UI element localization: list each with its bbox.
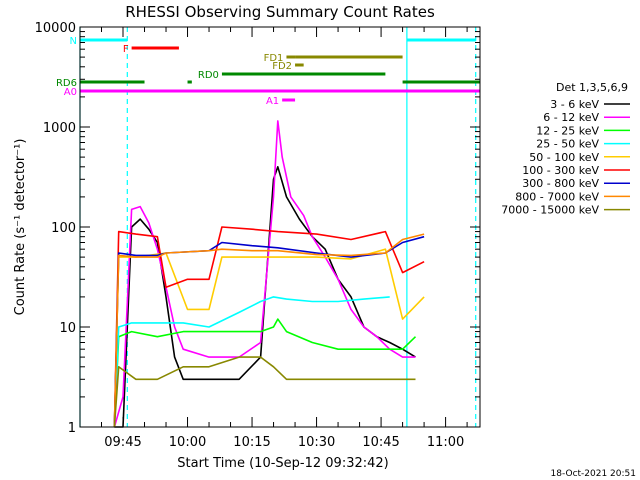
series-line-8 bbox=[113, 356, 416, 428]
y-tick-label-2: 100 bbox=[51, 221, 76, 236]
x-axis-label: Start Time (10-Sep-12 09:32:42) bbox=[177, 456, 388, 471]
y-tick-label-1: 10 bbox=[59, 321, 76, 336]
legend-label-8: 7000 - 15000 keV bbox=[501, 204, 599, 217]
series-lines bbox=[113, 120, 425, 428]
plot-frame bbox=[79, 26, 481, 428]
series-line-2 bbox=[113, 318, 417, 428]
y-axis: 1 10 100 1000 10000 bbox=[35, 21, 480, 436]
legend-label-0: 3 - 6 keV bbox=[550, 98, 599, 111]
flag-n-label: N bbox=[70, 36, 77, 47]
legend-label-4: 50 - 100 keV bbox=[529, 151, 599, 164]
series-line-3 bbox=[113, 296, 390, 428]
legend-label-3: 25 - 50 keV bbox=[536, 138, 599, 151]
x-tick-label-4: 10:45 bbox=[362, 435, 399, 450]
chart-title: RHESSI Observing Summary Count Rates bbox=[125, 3, 435, 21]
flag-a1-label: A1 bbox=[266, 96, 279, 107]
flag-fd1-label: FD1 bbox=[264, 53, 284, 64]
legend-label-7: 800 - 7000 keV bbox=[515, 190, 599, 203]
x-tick-label-3: 10:30 bbox=[298, 435, 335, 450]
legend-label-5: 100 - 300 keV bbox=[522, 164, 599, 177]
legend-label-1: 6 - 12 keV bbox=[543, 111, 599, 124]
x-tick-label-5: 11:00 bbox=[427, 435, 464, 450]
timestamp: 18-Oct-2021 20:51 bbox=[551, 469, 636, 479]
y-tick-label-4: 10000 bbox=[35, 21, 76, 36]
series-line-5 bbox=[113, 226, 425, 428]
legend-label-6: 300 - 800 keV bbox=[522, 177, 599, 190]
series-line-7 bbox=[113, 233, 425, 428]
flag-rd0-label: RD0 bbox=[198, 70, 219, 81]
y-tick-label-0: 1 bbox=[68, 421, 76, 436]
y-tick-label-3: 1000 bbox=[43, 121, 76, 136]
flag-rd6-label: RD6 bbox=[56, 78, 77, 89]
legend-label-2: 12 - 25 keV bbox=[536, 124, 599, 137]
legend-title: Det 1,3,5,6,9 bbox=[556, 81, 628, 94]
flag-a0-label: A0 bbox=[64, 87, 77, 98]
vertical-markers bbox=[79, 27, 477, 427]
flag-fd2-label: FD2 bbox=[272, 61, 292, 72]
x-tick-label-0: 09:45 bbox=[104, 435, 141, 450]
x-tick-label-2: 10:15 bbox=[233, 435, 270, 450]
x-axis: 09:45 10:00 10:15 10:30 10:45 11:00 bbox=[79, 27, 468, 450]
x-tick-label-1: 10:00 bbox=[169, 435, 206, 450]
flag-f-label: F bbox=[123, 44, 129, 55]
y-axis-label: Count Rate (s⁻¹ detector⁻¹) bbox=[13, 139, 28, 316]
series-line-1 bbox=[113, 120, 416, 428]
